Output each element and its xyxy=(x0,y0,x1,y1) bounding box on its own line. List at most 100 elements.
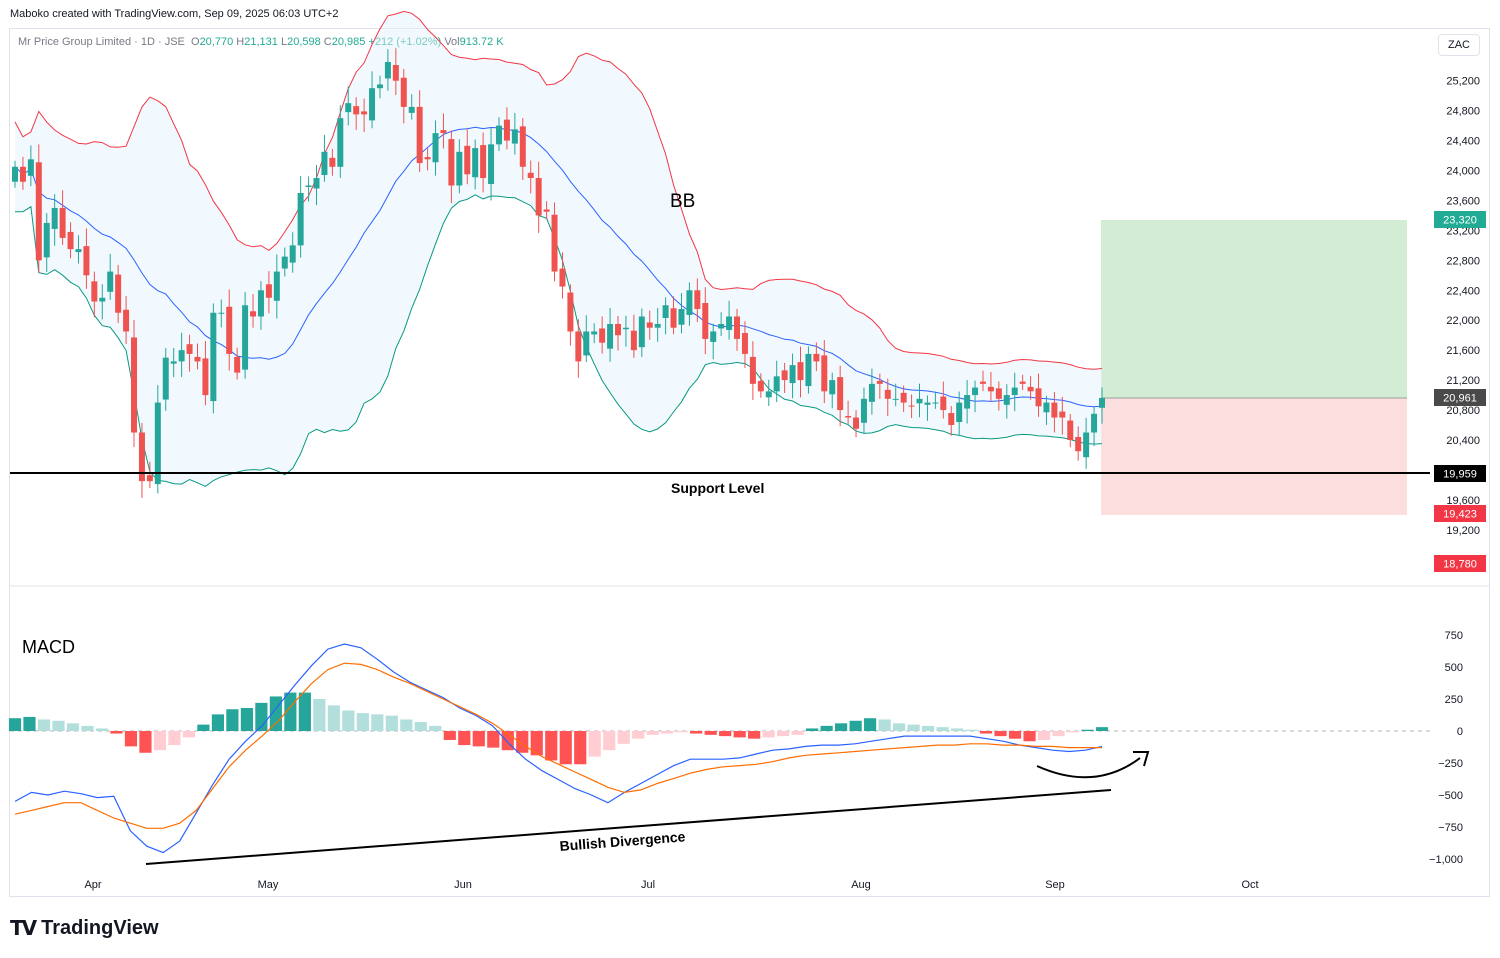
candle xyxy=(345,86,352,126)
candle-body xyxy=(987,386,994,392)
candle xyxy=(67,222,74,259)
candle xyxy=(773,360,780,403)
legend-symbol[interactable]: Mr Price Group Limited · 1D · JSE xyxy=(18,36,185,48)
candle xyxy=(749,341,756,401)
candle-body xyxy=(1051,402,1058,418)
macd-hist-bar xyxy=(849,720,862,731)
candle xyxy=(710,323,717,360)
candle xyxy=(765,379,772,406)
macd-axis[interactable]: 750 500 250 0 −250 −500 −750 −1,000 xyxy=(1429,630,1463,866)
candle xyxy=(146,461,153,489)
candle-body xyxy=(408,106,415,113)
support-label: Support Level xyxy=(671,480,764,496)
candle-body xyxy=(845,416,852,418)
candle-body xyxy=(678,309,685,325)
macd-hist-bar xyxy=(95,728,109,731)
low-price-tag: 18,780 xyxy=(1434,555,1486,572)
candle-body xyxy=(829,380,836,395)
candle-body xyxy=(1059,411,1066,418)
candle-body xyxy=(202,358,209,396)
candle xyxy=(678,293,685,334)
candle xyxy=(1083,417,1090,469)
bb-lower xyxy=(15,194,1103,487)
candle xyxy=(805,346,812,394)
candle xyxy=(837,365,844,427)
macd-hist-bar xyxy=(1095,727,1109,731)
candle xyxy=(321,134,328,182)
candle xyxy=(456,139,463,194)
candle xyxy=(670,296,677,335)
candle-body xyxy=(1043,402,1050,413)
candle-body xyxy=(710,331,717,342)
macd-hist-bar xyxy=(777,731,790,737)
candle-body xyxy=(218,312,225,314)
candle-body xyxy=(369,88,376,121)
macd-hist-bar xyxy=(168,731,181,746)
macd-hist-bar xyxy=(443,731,456,740)
macd-hist-bar xyxy=(516,731,529,753)
price-axis[interactable]: 25,200 24,800 24,400 24,000 23,600 23,200 22,8… xyxy=(1446,76,1480,537)
candle-body xyxy=(178,350,185,362)
candle xyxy=(924,395,931,421)
price-tick-label: 19,600 xyxy=(1446,495,1480,507)
candle-body xyxy=(464,145,471,175)
tradingview-logo[interactable]: TV TradingView xyxy=(10,916,159,940)
time-tick-label: Oct xyxy=(1241,879,1258,891)
candle xyxy=(242,292,249,379)
candle-body xyxy=(781,370,788,381)
candle xyxy=(178,332,185,378)
candle-body xyxy=(868,383,875,402)
candle xyxy=(630,314,637,358)
candle-body xyxy=(638,316,645,348)
macd-hist-bar xyxy=(8,718,22,731)
macd-hist-bar xyxy=(675,731,688,733)
macd-hist-bar xyxy=(878,719,891,731)
candle xyxy=(170,347,177,378)
candle-body xyxy=(488,144,495,185)
target-price-text: 23,320 xyxy=(1443,215,1477,227)
candle xyxy=(186,334,193,372)
candle xyxy=(51,194,58,246)
candle-body xyxy=(1083,432,1090,458)
macd-hist-bar xyxy=(820,725,833,731)
currency-button[interactable]: ZAC xyxy=(1438,34,1480,56)
candle-body xyxy=(242,305,249,370)
macd-hist-bar xyxy=(864,718,877,731)
macd-hist-bar xyxy=(979,731,993,734)
candle-body xyxy=(257,290,264,317)
candle xyxy=(726,300,733,340)
candle xyxy=(853,410,860,438)
macd-hist-bar xyxy=(23,716,36,731)
candle-body xyxy=(535,178,542,216)
candle xyxy=(59,190,66,245)
target-zone xyxy=(1101,220,1407,398)
candle xyxy=(995,381,1002,411)
candle-body xyxy=(757,380,764,392)
candle xyxy=(1035,373,1042,417)
candle-body xyxy=(646,322,653,328)
candle xyxy=(622,315,629,347)
candle-body xyxy=(1003,395,1010,405)
candle-body xyxy=(12,166,18,182)
candle xyxy=(99,284,106,320)
stop-price-tag: 19,423 xyxy=(1434,505,1486,522)
candle xyxy=(511,112,518,155)
macd-tick-label: −500 xyxy=(1438,790,1463,802)
time-axis[interactable]: Apr May Jun Jul Aug Sep Oct xyxy=(84,879,1258,891)
candle-body xyxy=(853,417,860,429)
candle-body xyxy=(123,309,130,332)
candle-body xyxy=(662,305,669,318)
price-tick-label: 24,000 xyxy=(1446,166,1480,178)
candle xyxy=(607,307,614,362)
candle xyxy=(1003,384,1010,419)
candle xyxy=(408,94,415,120)
candle xyxy=(250,294,257,328)
macd-hist-bar xyxy=(37,719,51,731)
macd-hist-bar xyxy=(907,724,920,731)
candle xyxy=(503,107,510,150)
macd-tick-label: −750 xyxy=(1438,822,1463,834)
candle xyxy=(432,120,439,176)
candle xyxy=(860,387,867,434)
candle-body xyxy=(265,284,272,298)
